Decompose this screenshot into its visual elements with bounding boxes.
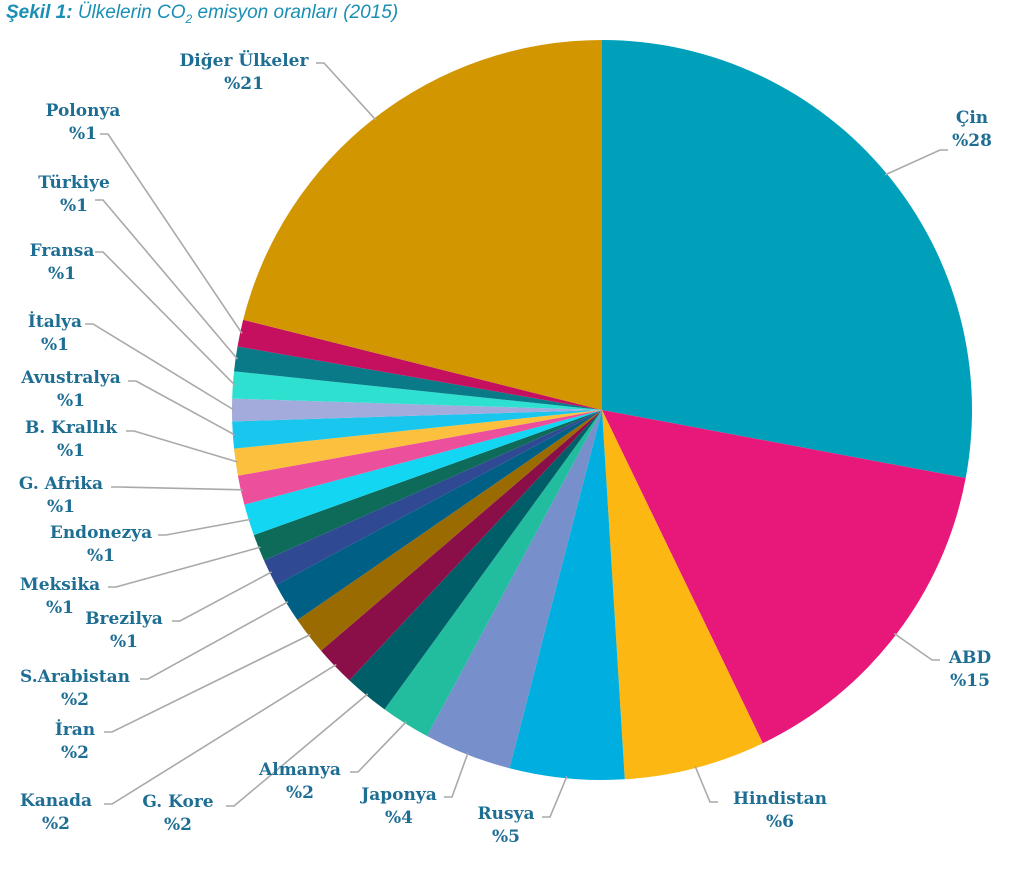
leader-line-turkiye [95,199,239,360]
pie-slice-endonezya [244,410,602,536]
leader-line-endonezya [158,518,251,536]
slice-label-iran: İran [55,719,95,740]
pie-slice-cin [602,40,972,478]
leader-line-italya [85,323,235,411]
figure-title: Ülkelerin CO2 emisyon oranları (2015) [77,2,399,26]
slice-label-avustralya: Avustralya [20,368,121,388]
slice-value-brezilya: %1 [110,632,138,652]
slice-label-abd: ABD [948,648,992,668]
leader-line-b-krallik [126,430,238,463]
leader-line-g-kore [226,693,369,807]
pie-slice-avustralya [232,410,603,449]
pie-slice-brezilya [263,410,602,586]
pie-slice-rusya [509,410,625,780]
slice-value-kanada: %2 [42,814,70,834]
slice-label-rusya: Rusya [478,804,535,824]
slice-value-g-afrika: %1 [47,497,75,517]
slice-label-italya: İtalya [28,311,82,332]
slice-value-hindistan: %6 [766,812,794,832]
slice-labels: Çin %28 ABD %15 Hindistan %6 Rusya %5 Japonya %4 A… [19,50,992,847]
pie-slice-diger-ulkeler [243,40,602,410]
leader-line-hindistan [694,765,718,803]
leader-line-kanada [104,663,337,805]
slice-value-iran: %2 [61,743,89,763]
slice-value-italya: %1 [41,335,69,355]
pie-slice-abd [602,410,966,744]
slice-label-cin: Çin [956,108,988,128]
slice-label-b-krallik: B. Krallık [25,418,118,438]
slice-label-g-kore: G. Kore [142,792,213,812]
slice-label-endonezya: Endonezya [50,523,152,543]
pie-slice-turkiye [234,346,602,410]
slice-label-s-arabistan: S.Arabistan [20,667,130,687]
slice-value-abd: %15 [950,671,990,691]
slice-value-meksika: %1 [46,598,74,618]
pie-slice-meksika [253,410,602,561]
slice-label-almanya: Almanya [258,760,341,780]
slice-label-meksika: Meksika [20,575,100,595]
slice-value-polonya: %1 [69,124,97,144]
slice-value-avustralya: %1 [57,391,85,411]
slice-value-turkiye: %1 [60,196,88,216]
slice-value-s-arabistan: %2 [61,690,89,710]
leader-line-abd [893,632,940,661]
leader-line-avustralya [128,380,236,436]
slice-label-diger-ulkeler: Diğer Ülkeler [180,50,310,71]
pie-slice-hindistan [602,410,763,780]
figure-number: Şekil 1: [6,2,73,23]
leader-line-japonya [444,752,469,798]
leader-line-fransa [95,251,236,386]
pie-slice-iran [297,410,602,651]
slice-value-b-krallik: %1 [57,441,85,461]
pie-slice-japonya [426,410,602,769]
figure-title-subscript: 2 [185,11,193,26]
pie-slice-almanya [384,410,602,736]
pie-slice-b-krallik [234,410,602,476]
slice-label-polonya: Polonya [46,101,121,121]
slice-value-rusya: %5 [492,827,520,847]
slice-value-g-kore: %2 [164,815,192,835]
leader-line-cin [884,149,948,176]
slice-label-fransa: Fransa [30,241,95,261]
slice-value-japonya: %4 [385,808,413,828]
slice-label-brezilya: Brezilya [85,609,163,629]
figure-title-tail: emisyon oranları (2015) [192,2,399,23]
figure-title-main: Ülkelerin CO [77,2,186,23]
leader-line-diger-ulkeler [316,62,377,121]
leader-line-brezilya [172,571,272,622]
leader-lines [85,62,948,818]
pie-slice-g-afrika [237,410,602,505]
leader-line-almanya [350,721,407,773]
leader-line-rusya [542,776,568,818]
pie-slice-g-kore [349,410,602,710]
slice-label-kanada: Kanada [20,791,92,811]
leader-line-meksika [108,546,261,588]
pie-slices [231,40,972,780]
slice-value-almanya: %2 [286,783,314,803]
slice-value-diger-ulkeler: %21 [224,74,264,94]
pie-slice-italya [231,398,602,422]
pie-slice-polonya [237,319,602,410]
leader-line-g-afrika [111,486,243,491]
leader-line-polonya [100,133,243,334]
pie-slice-s-arabistan [276,410,602,621]
leader-line-iran [104,633,311,733]
slice-label-g-afrika: G. Afrika [19,474,103,494]
figure-caption: Şekil 1: Ülkelerin CO2 emisyon oranları … [6,2,398,26]
pie-slice-kanada [321,410,602,681]
slice-label-japonya: Japonya [359,785,437,805]
slice-label-turkiye: Türkiye [38,173,110,193]
slice-label-hindistan: Hindistan [733,789,827,809]
leader-line-s-arabistan [140,601,289,680]
slice-value-endonezya: %1 [87,546,115,566]
slice-value-fransa: %1 [48,264,76,284]
slice-value-cin: %28 [952,131,992,151]
pie-slice-fransa [232,371,603,410]
